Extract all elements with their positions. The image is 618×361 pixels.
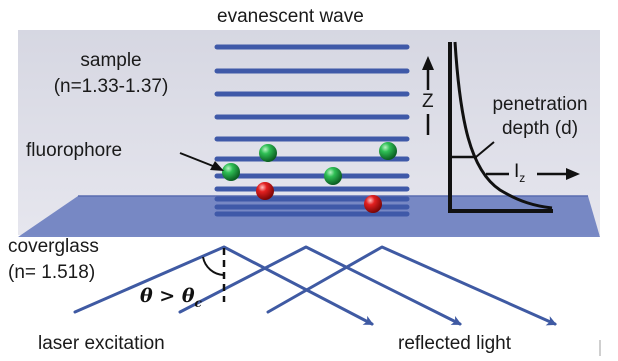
laser-beam — [266, 245, 557, 326]
sample-label: sample (n=1.33-1.37) — [26, 50, 196, 98]
evanescent-wave-title: evanescent wave — [217, 6, 364, 27]
penetration-label-line1: penetration — [492, 94, 588, 115]
intensity-symbol: I — [514, 161, 520, 182]
red-fluorophore — [256, 182, 274, 200]
green-fluorophore — [379, 142, 397, 160]
sample-label-line1: sample — [80, 50, 142, 71]
coverglass-label-line1: coverglass — [8, 236, 99, 257]
coverglass-label: coverglass (n= 1.518) — [8, 236, 99, 284]
iz-arrow-head — [566, 168, 580, 180]
green-fluorophore — [222, 163, 240, 181]
reflected-light-label: reflected light — [398, 333, 512, 354]
fluorophore-pointer-arrowhead — [210, 161, 224, 171]
evanescent-wave-lines — [214, 44, 410, 217]
angle-arc — [202, 256, 225, 276]
intensity-subscript: z — [519, 170, 526, 185]
decay-curve — [453, 41, 553, 210]
z-axis-label: Z — [422, 91, 434, 112]
theta-symbol: θ — [140, 285, 153, 307]
sample-label-line2: (n=1.33-1.37) — [53, 76, 169, 97]
z-arrow-head — [422, 56, 434, 70]
intensity-label: Iz — [514, 161, 525, 185]
depth-leader-line — [475, 141, 495, 158]
penetration-depth-plot — [422, 41, 580, 213]
red-fluorophore — [364, 195, 382, 213]
angle-relation: > θ — [152, 285, 195, 307]
laser-excitation-label: laser excitation — [38, 333, 165, 354]
penetration-label-line2: depth (d) — [501, 118, 579, 139]
critical-angle-condition: θ > θc — [140, 285, 202, 310]
laser-beam — [178, 245, 462, 326]
coverglass-label-line2: (n= 1.518) — [8, 262, 96, 283]
critical-subscript: c — [194, 295, 202, 310]
fluorophore-pointer-line — [179, 152, 219, 169]
fluorophore-label: fluorophore — [26, 140, 123, 161]
penetration-depth-label: penetration depth (d) — [474, 94, 606, 140]
green-fluorophore — [259, 144, 277, 162]
green-fluorophore — [324, 167, 342, 185]
laser-beam — [73, 245, 374, 326]
beams — [73, 245, 557, 326]
